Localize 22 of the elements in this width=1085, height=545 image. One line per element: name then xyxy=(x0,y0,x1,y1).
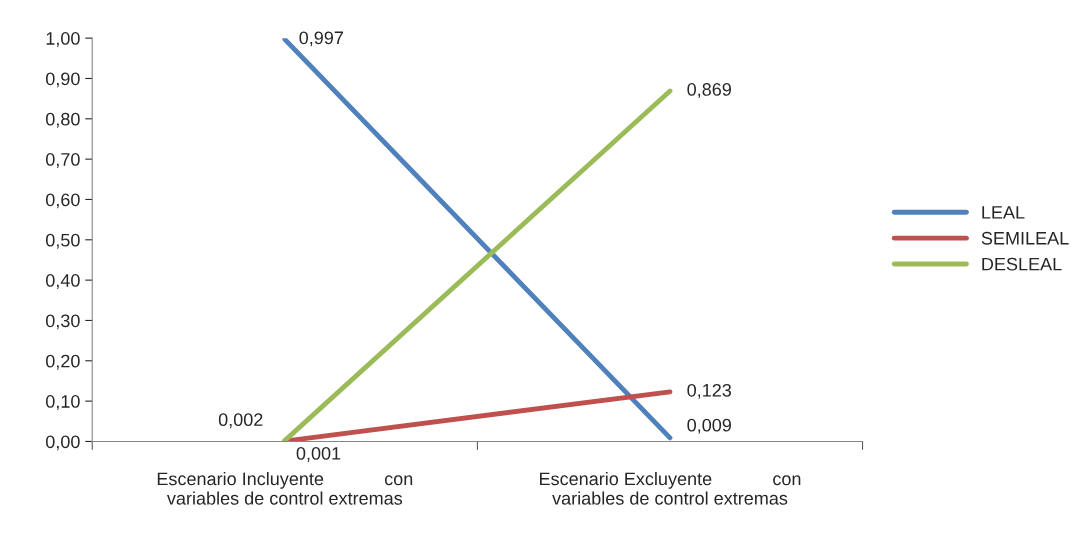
data-label: 0,997 xyxy=(299,31,343,47)
y-tick-label: 0,40 xyxy=(45,274,80,289)
y-tick-label: 0,80 xyxy=(45,112,80,128)
y-tick-label: 0,20 xyxy=(45,354,80,370)
data-label: 0,002 xyxy=(218,413,263,429)
data-label: 0,869 xyxy=(687,83,731,98)
y-tick-label: 0,60 xyxy=(45,193,80,209)
legend-label: SEMILEAL xyxy=(981,231,1069,245)
legend-label: DESLEAL xyxy=(982,257,1062,271)
y-tick-label: 0,00 xyxy=(45,435,80,451)
x-tick-label: Escenario Excluyente con variables de control extremas xyxy=(540,472,801,505)
y-tick-label: 0,50 xyxy=(45,233,80,249)
y-tick-label: 1,00 xyxy=(46,32,80,47)
y-tick-label: 0,10 xyxy=(45,395,80,410)
y-tick-label: 0,70 xyxy=(45,153,80,168)
x-tick-label: Escenario Incluyente con variables de control extremas xyxy=(157,472,413,505)
y-tick-label: 0,90 xyxy=(45,72,80,88)
data-label: 0,009 xyxy=(687,418,731,434)
data-label: 0,123 xyxy=(687,383,732,399)
legend-label: LEAL xyxy=(982,206,1025,219)
data-label: 0,001 xyxy=(296,447,341,462)
y-tick-label: 0,30 xyxy=(45,314,80,330)
